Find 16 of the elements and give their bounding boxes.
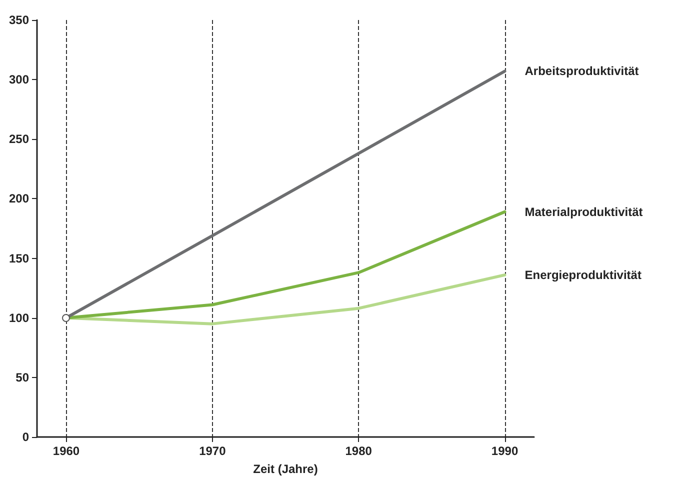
y-tick-label: 150: [8, 251, 30, 266]
y-tick-label: 50: [16, 370, 30, 384]
x-tick-label: 1960: [52, 444, 80, 458]
y-tick-label: 250: [8, 132, 30, 146]
y-tick-label: 350: [8, 13, 30, 27]
y-tick-label: 0: [22, 430, 30, 444]
y-tick-label: 300: [8, 72, 30, 87]
series-label: Energieproduktivität: [524, 268, 642, 282]
y-tick-label: 200: [8, 192, 30, 206]
series-label: Materialproduktivität: [524, 204, 643, 219]
x-tick-label: 1980: [345, 444, 372, 458]
x-tick-label: 1990: [491, 444, 518, 458]
x-axis-title: Zeit (Jahre): [253, 462, 318, 476]
y-tick-label: 100: [8, 310, 30, 325]
x-tick-label: 1970: [199, 444, 226, 458]
series-label: Arbeitsproduktivität: [524, 64, 639, 78]
